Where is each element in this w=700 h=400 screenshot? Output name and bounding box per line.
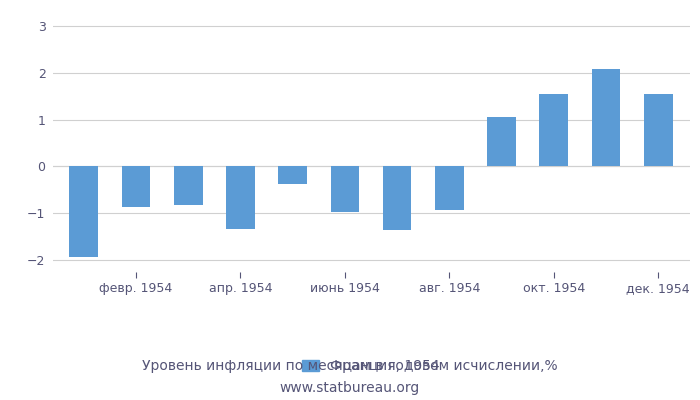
Bar bbox=[383, 166, 412, 230]
Bar bbox=[592, 69, 620, 166]
Bar bbox=[330, 166, 359, 212]
Bar bbox=[540, 94, 568, 166]
Bar bbox=[69, 166, 98, 257]
Bar bbox=[122, 166, 150, 207]
Bar bbox=[279, 166, 307, 184]
Bar bbox=[435, 166, 463, 210]
Text: www.statbureau.org: www.statbureau.org bbox=[280, 381, 420, 395]
Bar bbox=[174, 166, 202, 205]
Bar bbox=[487, 117, 516, 166]
Bar bbox=[644, 94, 673, 166]
Text: Уровень инфляции по месяцам в годовом исчислении,%: Уровень инфляции по месяцам в годовом ис… bbox=[142, 359, 558, 373]
Legend: Франция, 1954: Франция, 1954 bbox=[302, 360, 440, 374]
Bar bbox=[226, 166, 255, 229]
